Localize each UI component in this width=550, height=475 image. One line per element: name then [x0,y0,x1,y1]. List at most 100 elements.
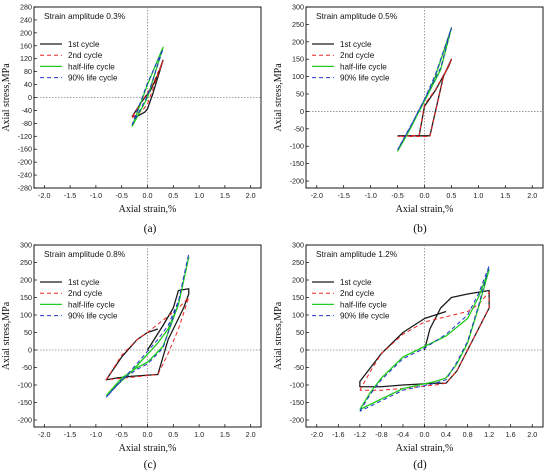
series-line-4 [397,27,452,150]
chart-title: Strain amplitude 1.2% [316,249,398,259]
x-tick-label: -2.0 [38,191,50,200]
series-line-4 [105,253,190,398]
x-tick-label: 0.5 [168,191,178,200]
legend-label: half-life cycle [340,62,387,71]
x-tick-label: -0.5 [116,430,128,439]
y-tick-label: 50 [24,328,32,337]
y-tick-label: -160 [18,145,32,154]
legend-label: half-life cycle [340,300,387,309]
x-tick-label: 1.5 [220,191,230,200]
legend-label: 2nd cycle [340,51,375,60]
y-tick-label: -80 [22,119,32,128]
y-tick-label: 280 [20,3,32,12]
legend-label: 1st cycle [68,278,100,287]
y-tick-label: 240 [20,15,32,24]
y-tick-label: 150 [292,55,304,64]
x-tick-label: 0.0 [420,191,430,200]
series-line-2 [105,297,190,381]
y-tick-label: 150 [292,293,304,302]
y-axis-label: Axial stress,MPa [273,301,284,370]
x-tick-label: 1.2 [484,430,494,439]
y-tick-label: -150 [18,398,32,407]
x-axis-label: Axial strain,% [119,204,177,215]
series-line-1 [359,289,490,388]
series-line-2 [359,291,490,391]
y-tick-label: -50 [22,363,32,372]
legend-label: 2nd cycle [68,51,103,60]
panel-caption: (b) [413,223,427,235]
y-axis-label: Axial stress,MPa [1,301,12,370]
y-tick-label: 200 [292,276,304,285]
x-tick-label: -2.0 [311,191,323,200]
x-axis-label: Axial strain,% [119,443,177,454]
x-tick-label: 0.5 [446,191,456,200]
series-line-1 [131,59,164,118]
y-tick-label: 80 [24,67,32,76]
y-tick-label: -280 [18,184,32,193]
x-tick-label: 0.8 [463,430,473,439]
y-tick-label: 100 [292,72,304,81]
y-tick-label: 0 [28,346,32,355]
chart-panel: -2.0 -1.5 -1.0 -0.5 0.0 0.5 1.0 1.5 2.0 -200 -150 -… [1,241,262,471]
y-tick-label: -200 [18,416,32,425]
x-tick-label: -1.5 [64,430,76,439]
legend-label: 1st cycle [68,40,100,49]
y-tick-label: 300 [292,241,304,250]
x-tick-label: -0.5 [391,191,403,200]
y-tick-label: -200 [18,158,32,167]
legend-label: 90% life cycle [68,312,118,321]
y-tick-label: -100 [290,381,304,390]
y-tick-label: 100 [292,311,304,320]
x-tick-label: 1.6 [506,430,516,439]
x-tick-label: 2.0 [527,191,537,200]
y-tick-label: 0 [300,346,304,355]
y-tick-label: 150 [20,293,32,302]
y-tick-label: 160 [20,41,32,50]
x-tick-label: 0.0 [143,191,153,200]
x-tick-label: 0.4 [441,430,451,439]
x-tick-label: 2.0 [527,430,537,439]
x-axis-label: Axial strain,% [396,204,454,215]
y-tick-label: 300 [292,3,304,12]
y-axis-label: Axial stress,MPa [273,63,284,132]
chart-title: Strain amplitude 0.5% [316,11,398,21]
chart-title: Strain amplitude 0.3% [44,11,126,21]
x-tick-label: 1.5 [220,430,230,439]
x-tick-label: -1.6 [332,430,344,439]
y-tick-label: 0 [300,107,304,116]
legend-label: 2nd cycle [68,289,103,298]
y-axis-label: Axial stress,MPa [1,63,12,132]
x-tick-label: 1.0 [473,191,483,200]
x-tick-label: 1.5 [500,191,510,200]
x-tick-label: 1.0 [194,191,204,200]
x-tick-label: -2.0 [38,430,50,439]
y-tick-label: -50 [294,124,304,133]
y-tick-label: -150 [290,398,304,407]
y-tick-label: 40 [24,80,32,89]
y-tick-label: -150 [290,159,304,168]
panel-caption: (d) [413,459,427,471]
x-tick-label: -0.5 [116,191,128,200]
x-tick-label: 2.0 [246,430,256,439]
legend-label: 90% life cycle [340,74,390,83]
y-tick-label: 0 [28,93,32,102]
y-tick-label: -100 [290,142,304,151]
x-axis-label: Axial strain,% [396,443,454,454]
series-line-3 [359,268,490,411]
y-tick-label: 200 [20,276,32,285]
chart-panel: -2.0 -1.5 -1.0 -0.5 0.0 0.5 1.0 1.5 2.0 -200 -150 -… [273,3,544,235]
chart-panel: -2.0 -1.5 -1.0 -0.5 0.0 0.5 1.0 1.5 2.0 -280 -240 -… [1,3,262,235]
y-tick-label: -120 [18,132,32,141]
legend-label: 90% life cycle [340,312,390,321]
y-tick-label: 200 [292,37,304,46]
x-tick-label: -1.2 [354,430,366,439]
y-tick-label: -200 [290,416,304,425]
legend-label: 1st cycle [340,40,372,49]
x-tick-label: -1.0 [90,191,102,200]
x-tick-label: 2.0 [246,191,256,200]
y-tick-label: 200 [20,28,32,37]
y-tick-label: 100 [20,311,32,320]
x-tick-label: 0.0 [420,430,430,439]
x-tick-label: 0.5 [168,430,178,439]
